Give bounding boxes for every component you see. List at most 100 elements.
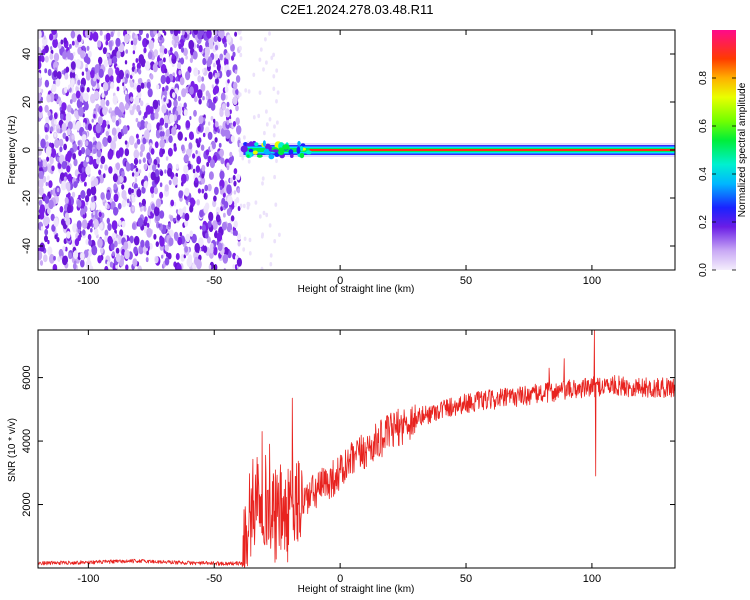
signal-turbulence-blob — [268, 154, 275, 160]
noise-speckle — [68, 252, 73, 260]
signal-turbulence-blob — [256, 154, 263, 158]
noise-speckle — [275, 99, 278, 104]
noise-speckle — [181, 30, 185, 36]
noise-speckle — [102, 81, 109, 92]
noise-speckle — [196, 199, 200, 206]
noise-speckle — [207, 131, 213, 140]
noise-speckle — [159, 139, 165, 149]
noise-speckle — [105, 191, 111, 201]
noise-speckle — [77, 79, 81, 86]
noise-speckle — [128, 34, 131, 40]
snr-frame — [37, 329, 676, 569]
noise-speckle — [56, 236, 60, 243]
signal-turbulence-blob — [297, 141, 301, 146]
noise-speckle — [150, 148, 155, 155]
noise-speckle — [38, 87, 42, 94]
noise-speckle — [138, 159, 142, 165]
noise-speckle — [247, 159, 251, 164]
noise-speckle — [268, 31, 271, 36]
noise-speckle — [175, 38, 178, 43]
noise-speckle — [92, 158, 97, 167]
noise-speckle — [183, 154, 189, 163]
noise-speckle — [133, 246, 138, 255]
noise-speckle — [272, 86, 276, 92]
noise-speckle — [58, 150, 62, 157]
noise-speckle — [46, 94, 51, 103]
noise-speckle — [172, 92, 176, 99]
noise-speckle — [193, 67, 199, 77]
snr-y-tick-label: 6000 — [21, 365, 33, 389]
noise-speckle — [49, 142, 52, 148]
noise-speckle — [125, 73, 129, 79]
noise-speckle — [85, 259, 92, 270]
noise-speckle — [112, 55, 118, 65]
noise-speckle — [100, 247, 104, 254]
noise-speckle — [71, 93, 77, 103]
noise-speckle — [121, 189, 127, 200]
noise-speckle — [73, 181, 78, 189]
noise-speckle — [238, 45, 242, 51]
noise-speckle — [155, 256, 159, 263]
noise-speckle — [264, 37, 267, 42]
noise-speckle — [80, 172, 86, 182]
noise-speckle — [230, 43, 235, 52]
noise-speckle — [151, 203, 155, 211]
noise-speckle — [133, 149, 140, 160]
noise-speckle — [233, 180, 237, 187]
colorbar-tick-label: 0.4 — [698, 167, 709, 181]
noise-speckle — [45, 134, 49, 141]
noise-speckle — [111, 220, 118, 231]
noise-speckle — [207, 56, 213, 65]
noise-speckle — [164, 184, 169, 192]
noise-speckle — [53, 217, 59, 227]
noise-speckle — [38, 209, 42, 214]
noise-speckle — [209, 159, 215, 169]
noise-speckle — [172, 217, 176, 223]
noise-speckle — [50, 213, 55, 222]
noise-speckle — [194, 242, 200, 253]
noise-speckle — [273, 239, 277, 244]
signal-band-core — [309, 149, 675, 151]
noise-speckle — [51, 83, 57, 93]
noise-speckle — [196, 156, 202, 165]
noise-speckle — [177, 236, 183, 246]
noise-speckle — [81, 71, 85, 76]
noise-speckle — [168, 237, 174, 246]
noise-speckle — [150, 211, 153, 216]
noise-speckle — [153, 186, 158, 195]
signal-turbulence-blob — [288, 149, 294, 155]
snr-x-tick-label: -100 — [77, 573, 99, 585]
noise-speckle — [178, 70, 182, 76]
noise-speckle — [252, 72, 256, 78]
noise-speckle — [275, 158, 278, 164]
noise-speckle — [113, 206, 119, 216]
noise-speckle — [46, 175, 50, 181]
noise-speckle — [38, 178, 44, 189]
noise-speckle — [146, 152, 151, 160]
noise-speckle — [63, 37, 68, 44]
noise-speckle — [115, 247, 120, 254]
noise-speckle — [237, 206, 241, 211]
spectrogram-y-tick-label: -20 — [21, 190, 33, 206]
noise-speckle — [86, 188, 92, 197]
noise-speckle — [97, 238, 103, 248]
noise-speckle — [54, 234, 58, 240]
noise-speckle — [90, 185, 97, 196]
noise-speckle — [218, 142, 222, 148]
noise-speckle — [107, 124, 110, 129]
noise-speckle — [45, 116, 50, 124]
noise-speckle — [212, 96, 217, 104]
snr-y-axis-label: SNR (10 * v/v) — [7, 418, 18, 482]
noise-speckle — [56, 71, 62, 80]
noise-speckle — [159, 170, 164, 177]
noise-speckle — [100, 223, 103, 228]
noise-speckle — [137, 121, 141, 128]
noise-speckle — [87, 234, 92, 241]
noise-speckle — [77, 34, 82, 43]
noise-speckle — [205, 95, 208, 100]
noise-speckle — [258, 57, 262, 62]
noise-speckle — [131, 172, 135, 177]
noise-speckle — [110, 75, 114, 82]
noise-speckle — [94, 90, 100, 100]
noise-speckle — [60, 39, 64, 45]
